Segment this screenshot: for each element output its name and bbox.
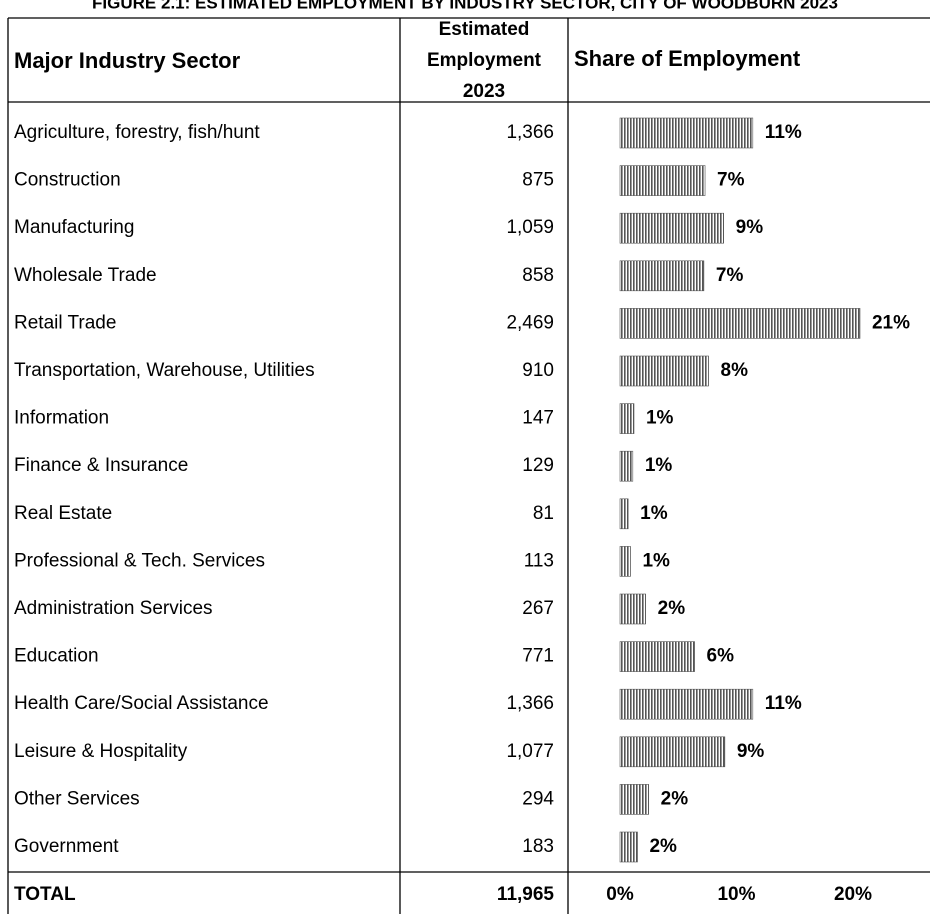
row-label: Finance & Insurance	[14, 455, 188, 476]
value-label: 2%	[658, 598, 686, 619]
row-label: Manufacturing	[14, 217, 134, 238]
row-label: Construction	[14, 170, 121, 191]
row-label: Government	[14, 836, 119, 857]
employment-value: 1,077	[506, 741, 554, 762]
bar	[619, 641, 695, 672]
value-label: 7%	[717, 170, 745, 191]
row-label: Education	[14, 646, 99, 667]
value-label: 11%	[765, 693, 802, 714]
header: Share of Employment	[574, 46, 801, 71]
value-label: 1%	[645, 455, 673, 476]
row-label: Professional & Tech. Services	[14, 550, 265, 571]
employment-value: 294	[522, 788, 554, 809]
bar	[619, 784, 649, 815]
value-label: 21%	[872, 312, 910, 333]
total-label: TOTAL	[14, 884, 76, 905]
row-label: Retail Trade	[14, 312, 116, 333]
bar	[619, 355, 709, 387]
employment-value: 81	[533, 503, 554, 524]
total-value: 11,965	[497, 884, 554, 905]
bar	[619, 212, 724, 244]
employment-value: 858	[522, 265, 554, 286]
employment-value: 147	[522, 408, 554, 429]
x-tick-label: 0%	[606, 884, 634, 905]
value-label: 6%	[707, 646, 735, 667]
value-label: 8%	[721, 360, 749, 381]
bar	[619, 688, 754, 720]
header: Major Industry Sector	[14, 48, 241, 73]
employment-value: 113	[524, 550, 554, 571]
value-label: 1%	[640, 503, 668, 524]
row-label: Administration Services	[14, 598, 213, 619]
row-label: Agriculture, forestry, fish/hunt	[14, 122, 260, 143]
employment-value: 2,469	[506, 312, 554, 333]
value-label: 2%	[661, 788, 689, 809]
row-label: Other Services	[14, 788, 140, 809]
bar	[619, 403, 635, 434]
employment-value: 771	[522, 646, 554, 667]
employment-value: 267	[522, 598, 554, 619]
bar	[619, 831, 638, 863]
employment-value: 910	[522, 360, 554, 381]
employment-value: 1,059	[506, 217, 554, 238]
bar	[619, 593, 646, 625]
title: FIGURE 2.1: ESTIMATED EMPLOYMENT BY INDU…	[92, 0, 838, 12]
x-tick-label: 20%	[834, 884, 872, 905]
employment-value: 129	[522, 455, 554, 476]
employment-value: 1,366	[506, 693, 554, 714]
row-label: Health Care/Social Assistance	[14, 693, 269, 714]
row-label: Information	[14, 408, 109, 429]
row-label: Wholesale Trade	[14, 265, 157, 286]
value-label: 9%	[737, 741, 765, 762]
bar	[619, 736, 726, 768]
bar	[619, 308, 861, 339]
row-label: Real Estate	[14, 503, 112, 524]
x-tick-label: 10%	[717, 884, 755, 905]
value-label: 11%	[765, 122, 802, 143]
value-label: 9%	[736, 217, 764, 238]
row-label: Leisure & Hospitality	[14, 741, 188, 762]
bar	[619, 260, 705, 292]
bar	[619, 546, 631, 577]
bar	[619, 165, 706, 196]
employment-value: 875	[522, 170, 554, 191]
header: Employment	[427, 50, 542, 71]
value-label: 7%	[716, 265, 744, 286]
header: Estimated	[439, 19, 530, 40]
value-label: 2%	[649, 836, 677, 857]
employment-value: 1,366	[506, 122, 554, 143]
value-label: 1%	[642, 550, 670, 571]
bar	[619, 450, 634, 482]
row-label: Transportation, Warehouse, Utilities	[14, 360, 315, 381]
value-label: 1%	[646, 408, 674, 429]
employment-value: 183	[522, 836, 554, 857]
bar	[619, 117, 754, 149]
bar	[619, 498, 629, 530]
header: 2023	[463, 81, 505, 102]
